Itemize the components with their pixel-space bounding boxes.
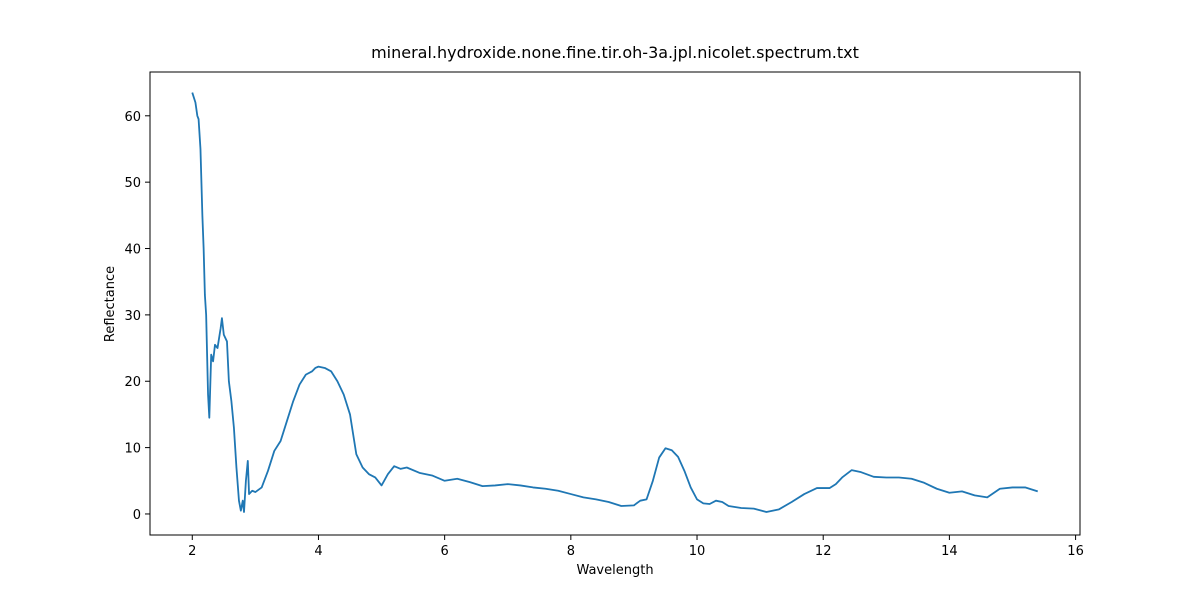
y-tick-label: 30 — [124, 309, 141, 324]
plot-frame — [149, 71, 1081, 536]
y-tick-label: 20 — [124, 375, 141, 390]
y-axis-label: Reflectance — [103, 266, 118, 342]
x-axis-label: Wavelength — [576, 563, 653, 578]
x-tick-label: 16 — [1067, 544, 1084, 559]
y-tick-label: 10 — [124, 442, 141, 457]
x-tick-label: 6 — [441, 544, 449, 559]
x-tick-label: 2 — [188, 544, 196, 559]
chart-title: mineral.hydroxide.none.fine.tir.oh-3a.jp… — [371, 43, 859, 62]
y-tick-label: 60 — [124, 110, 141, 125]
x-tick-label: 12 — [815, 544, 832, 559]
y-tick-label: 50 — [124, 176, 141, 191]
y-tick-label: 40 — [124, 243, 141, 258]
x-tick-label: 8 — [567, 544, 575, 559]
x-tick-label: 14 — [941, 544, 958, 559]
x-tick-label: 10 — [689, 544, 706, 559]
x-tick-label: 4 — [314, 544, 322, 559]
line — [191, 92, 1039, 513]
y-tick-label: 0 — [133, 508, 141, 523]
